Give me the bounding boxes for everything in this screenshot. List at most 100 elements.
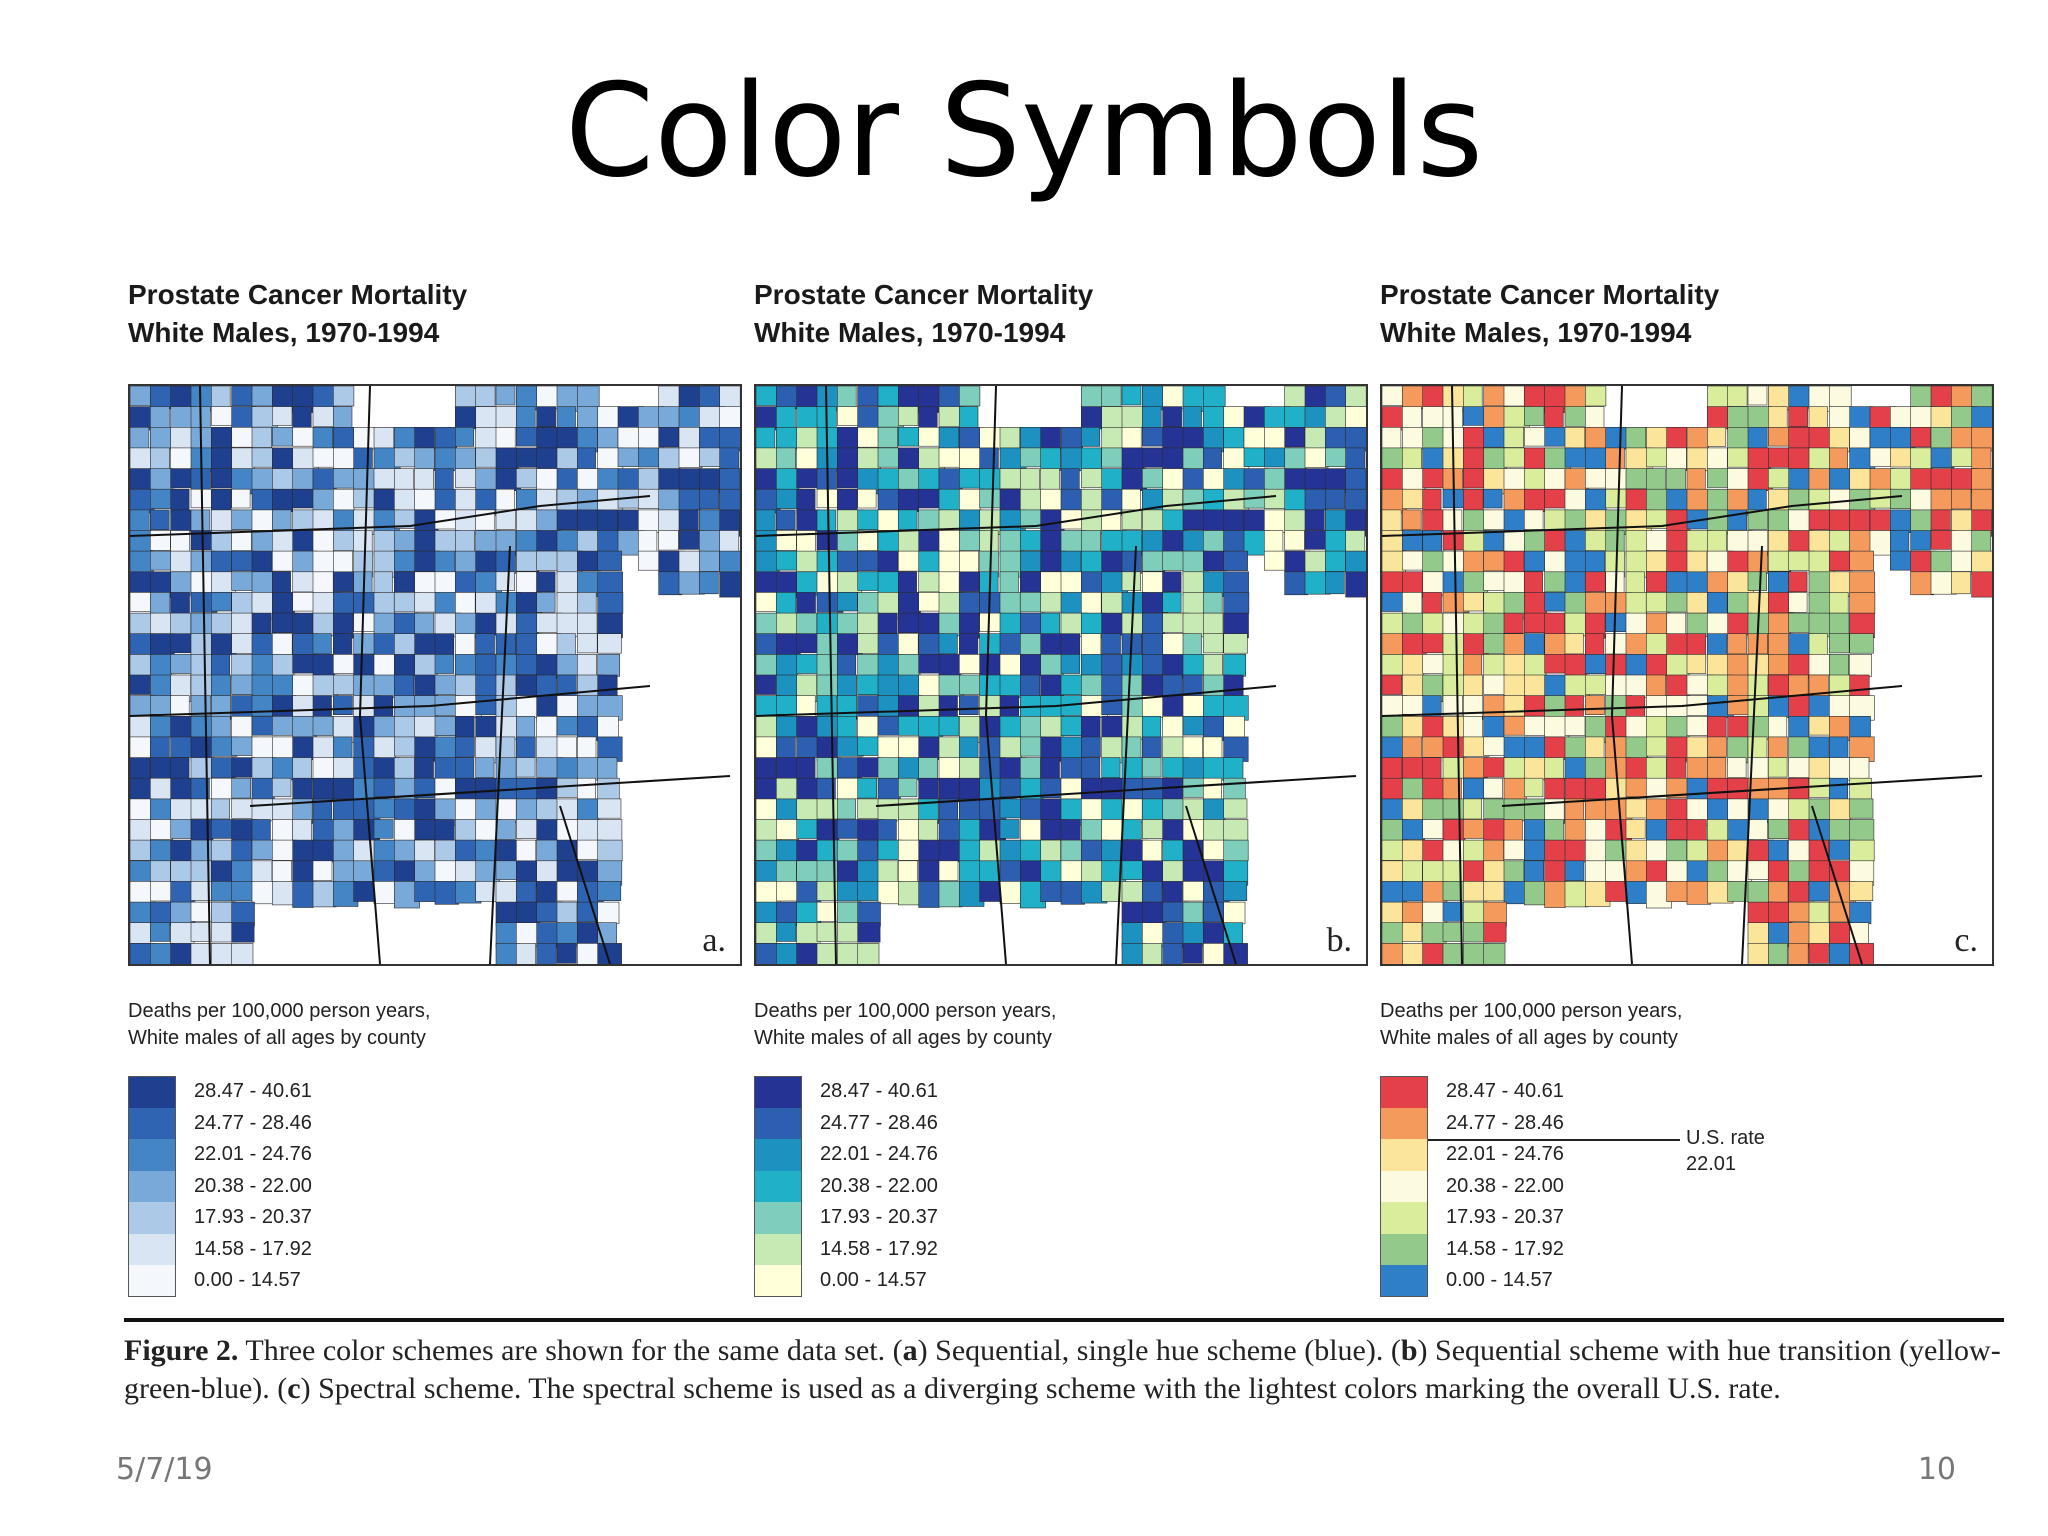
legend-row: 24.77 - 28.46 bbox=[754, 1107, 1214, 1139]
figure-caption: Figure 2. Three color schemes are shown … bbox=[124, 1332, 2004, 1408]
legend-caption: Deaths per 100,000 person years, White m… bbox=[754, 998, 1056, 1052]
county-map-svg bbox=[130, 386, 740, 964]
legend-row: 20.38 - 22.00 bbox=[754, 1170, 1214, 1202]
panel-title-line2: White Males, 1970-1994 bbox=[1380, 317, 1692, 348]
legend-row: 28.47 - 40.61 bbox=[128, 1076, 588, 1108]
legend-range-label: 22.01 - 24.76 bbox=[194, 1143, 312, 1165]
legend-range-label: 0.00 - 14.57 bbox=[1446, 1269, 1553, 1291]
legend-row: 17.93 - 20.37 bbox=[1380, 1202, 1840, 1234]
legend-range-label: 0.00 - 14.57 bbox=[820, 1269, 927, 1291]
legend-range-label: 28.47 - 40.61 bbox=[820, 1080, 938, 1102]
slide-title: Color Symbols bbox=[564, 57, 1484, 206]
us-rate-value: 22.01 bbox=[1686, 1153, 1737, 1175]
footer-page-number: 10 bbox=[1917, 1452, 1956, 1487]
panel-title: Prostate Cancer Mortality White Males, 1… bbox=[1380, 276, 1719, 352]
legend-row: 0.00 - 14.57 bbox=[128, 1265, 588, 1297]
legend-row: 24.77 - 28.46 bbox=[1380, 1107, 1840, 1139]
panel-a: Prostate Cancer Mortality White Males, 1… bbox=[124, 268, 742, 1308]
legend-caption-line1: Deaths per 100,000 person years, bbox=[1380, 1000, 1683, 1022]
legend-row: 17.93 - 20.37 bbox=[754, 1202, 1214, 1234]
panel-title-line2: White Males, 1970-1994 bbox=[128, 317, 440, 348]
legend-swatch bbox=[128, 1107, 176, 1139]
legend-swatch bbox=[754, 1170, 802, 1202]
legend-row: 0.00 - 14.57 bbox=[1380, 1265, 1840, 1297]
legend-caption: Deaths per 100,000 person years, White m… bbox=[128, 998, 430, 1052]
panel-title-line1: Prostate Cancer Mortality bbox=[1380, 279, 1720, 310]
caption-ref-a: a bbox=[902, 1334, 918, 1367]
legend-swatch bbox=[754, 1202, 802, 1234]
legend-row: 0.00 - 14.57 bbox=[754, 1265, 1214, 1297]
legend-row: 22.01 - 24.76 bbox=[128, 1139, 588, 1171]
legend-caption: Deaths per 100,000 person years, White m… bbox=[1380, 998, 1682, 1052]
panel-letter: a. bbox=[698, 922, 730, 960]
county-map-b: b. bbox=[754, 384, 1368, 966]
caption-text: Three color schemes are shown for the sa… bbox=[238, 1334, 903, 1367]
legend-range-label: 20.38 - 22.00 bbox=[820, 1174, 938, 1197]
legend-row: 14.58 - 17.92 bbox=[128, 1233, 588, 1265]
legend-row: 14.58 - 17.92 bbox=[1380, 1233, 1840, 1265]
legend: 28.47 - 40.61 24.77 - 28.46 22.01 - 24.76 2… bbox=[754, 1076, 1214, 1297]
county-map-svg bbox=[756, 386, 1366, 964]
caption-rule bbox=[124, 1318, 2004, 1322]
legend-row: 22.01 - 24.76 bbox=[1380, 1139, 1840, 1171]
county-map-c: c. bbox=[1380, 384, 1994, 966]
legend-caption-line1: Deaths per 100,000 person years, bbox=[754, 1000, 1057, 1022]
panel-title-line1: Prostate Cancer Mortality bbox=[754, 279, 1094, 310]
figure-label: Figure 2. bbox=[124, 1334, 239, 1367]
legend-swatch bbox=[1380, 1233, 1428, 1265]
legend-range-label: 0.00 - 14.57 bbox=[194, 1269, 301, 1291]
panel-letter: b. bbox=[1322, 922, 1356, 960]
legend-range-label: 24.77 - 28.46 bbox=[1446, 1111, 1564, 1134]
caption-ref-c: c bbox=[287, 1372, 301, 1405]
legend-swatch bbox=[1380, 1170, 1428, 1202]
legend-swatch bbox=[128, 1170, 176, 1202]
legend-swatch bbox=[754, 1139, 802, 1171]
legend-range-label: 20.38 - 22.00 bbox=[1446, 1174, 1564, 1197]
legend-range-label: 14.58 - 17.92 bbox=[1446, 1237, 1564, 1260]
legend-row: 17.93 - 20.37 bbox=[128, 1202, 588, 1234]
legend: 28.47 - 40.61 24.77 - 28.46 22.01 - 24.76 2… bbox=[1380, 1076, 1840, 1297]
legend-row: 20.38 - 22.00 bbox=[1380, 1170, 1840, 1202]
legend-row: 22.01 - 24.76 bbox=[754, 1139, 1214, 1171]
legend-row: 20.38 - 22.00 bbox=[128, 1170, 588, 1202]
footer-date: 5/7/19 bbox=[116, 1452, 213, 1487]
legend-row: 28.47 - 40.61 bbox=[754, 1076, 1214, 1108]
panel-b: Prostate Cancer Mortality White Males, 1… bbox=[750, 268, 1368, 1308]
legend-range-label: 22.01 - 24.76 bbox=[1446, 1143, 1564, 1165]
caption-ref-b: b bbox=[1400, 1334, 1418, 1367]
legend-range-label: 17.93 - 20.37 bbox=[820, 1206, 938, 1228]
legend-caption-line1: Deaths per 100,000 person years, bbox=[128, 1000, 431, 1022]
us-rate-line bbox=[1428, 1139, 1680, 1141]
legend-range-label: 28.47 - 40.61 bbox=[194, 1080, 312, 1102]
caption-text: ) Spectral scheme. The spectral scheme i… bbox=[300, 1372, 1781, 1405]
panel-c: Prostate Cancer Mortality White Males, 1… bbox=[1376, 268, 1994, 1308]
caption-text: ) Sequential, single hue scheme (blue). … bbox=[917, 1334, 1401, 1367]
panel-title: Prostate Cancer Mortality White Males, 1… bbox=[754, 276, 1093, 352]
legend-swatch bbox=[1380, 1107, 1428, 1139]
legend-row: 28.47 - 40.61 bbox=[1380, 1076, 1840, 1108]
caption-text: ) Sequential scheme with hue transition … bbox=[124, 1334, 2001, 1405]
legend-range-label: 24.77 - 28.46 bbox=[194, 1111, 312, 1134]
legend-range-label: 20.38 - 22.00 bbox=[194, 1174, 312, 1197]
us-rate-label-line1: U.S. rate bbox=[1686, 1127, 1765, 1149]
figure: Prostate Cancer Mortality White Males, 1… bbox=[124, 268, 2004, 1448]
legend-range-label: 22.01 - 24.76 bbox=[820, 1143, 938, 1165]
legend-row: 14.58 - 17.92 bbox=[754, 1233, 1214, 1265]
legend-swatch bbox=[1380, 1202, 1428, 1234]
county-map-svg bbox=[1382, 386, 1992, 964]
legend-swatch bbox=[1380, 1076, 1428, 1108]
legend-swatch bbox=[754, 1107, 802, 1139]
county-map-a: a. bbox=[128, 384, 742, 966]
legend-swatch bbox=[754, 1265, 802, 1297]
legend-caption-line2: White males of all ages by county bbox=[1380, 1027, 1678, 1049]
legend-swatch bbox=[128, 1202, 176, 1234]
legend-range-label: 24.77 - 28.46 bbox=[820, 1111, 938, 1134]
legend-swatch bbox=[128, 1139, 176, 1171]
us-rate-label: U.S. rate 22.01 bbox=[1686, 1125, 1765, 1177]
legend-range-label: 28.47 - 40.61 bbox=[1446, 1080, 1564, 1102]
legend-swatch bbox=[1380, 1265, 1428, 1297]
legend-swatch bbox=[128, 1233, 176, 1265]
legend-swatch bbox=[128, 1076, 176, 1108]
legend-range-label: 14.58 - 17.92 bbox=[820, 1237, 938, 1260]
legend-swatch bbox=[754, 1076, 802, 1108]
